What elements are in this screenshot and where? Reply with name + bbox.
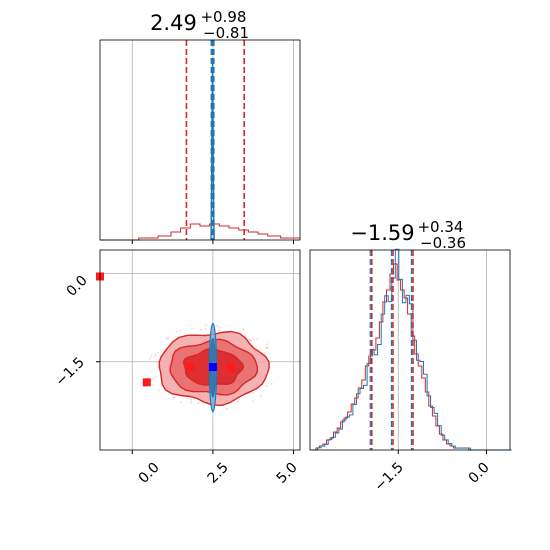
scatter-point — [165, 337, 168, 340]
scatter-point — [263, 352, 266, 355]
y-tick-label-0: 0.0 — [64, 273, 91, 300]
scatter-point — [265, 384, 268, 387]
marginal-blue-param2 — [314, 248, 512, 451]
param1-title-value: 2.49 — [150, 11, 197, 35]
param2-title-value: −1.59 — [350, 221, 414, 245]
scatter-point — [154, 376, 157, 378]
scatter-point — [179, 330, 182, 333]
scatter-point — [197, 402, 200, 405]
scatter-point — [191, 327, 193, 329]
scatter-point — [173, 396, 176, 399]
param1-title-minus: −0.81 — [203, 24, 249, 42]
scatter-point — [259, 394, 262, 397]
x-tick-label-0: 0.0 — [136, 460, 163, 487]
scatter-point — [167, 337, 170, 340]
scatter-point — [154, 355, 156, 358]
x2-tick-label-1: 0.0 — [466, 460, 493, 487]
scatter-point — [219, 326, 222, 329]
param2-title-minus: −0.36 — [420, 234, 466, 252]
red-marker-2 — [186, 362, 195, 371]
frame — [99, 249, 301, 451]
scatter-point — [152, 377, 155, 379]
marginal-param2-panel — [309, 248, 512, 454]
scatter-point — [204, 328, 207, 331]
param2-title: −1.59 +0.34 −0.36 — [350, 217, 468, 252]
param2-title-plus: +0.34 — [417, 218, 463, 236]
scatter-point — [150, 379, 153, 381]
scatter-point — [199, 328, 202, 331]
scatter-point — [242, 328, 245, 331]
scatter-point — [150, 355, 153, 358]
scatter-point — [203, 333, 206, 336]
frame — [309, 249, 511, 451]
x2-tick-label-0: −1.5 — [371, 459, 406, 494]
scatter-point — [226, 407, 229, 410]
frame — [99, 39, 301, 241]
scatter-point — [218, 329, 220, 331]
joint-panel — [96, 249, 301, 454]
scatter-point — [175, 331, 178, 333]
scatter-point — [179, 401, 182, 404]
scatter-point — [265, 347, 268, 350]
scatter-point — [237, 400, 240, 403]
plot-area — [310, 250, 510, 450]
scatter-point — [244, 334, 247, 337]
scatter-point — [190, 398, 193, 401]
scatter-point — [157, 351, 160, 354]
scatter-point — [190, 401, 193, 404]
red-marker-1 — [142, 378, 151, 387]
y-tick-label-1: −1.5 — [52, 354, 87, 389]
scatter-point — [270, 383, 273, 385]
blue-marker-0 — [208, 363, 217, 372]
scatter-point — [205, 323, 208, 326]
scatter-point — [266, 343, 269, 346]
scatter-point — [252, 338, 255, 341]
scatter-point — [250, 339, 253, 342]
scatter-point — [149, 357, 152, 360]
scatter-point — [158, 389, 160, 392]
red-marker-3 — [226, 363, 235, 372]
x-tick-label-1: 2.5 — [205, 460, 232, 487]
scatter-point — [248, 339, 251, 342]
plot-area — [100, 40, 300, 240]
param1-title: 2.49 +0.98 −0.81 — [150, 7, 251, 42]
scatter-point — [155, 354, 157, 356]
x-tick-label-2: 5.0 — [274, 460, 301, 487]
scatter-point — [256, 338, 259, 340]
scatter-point — [216, 325, 219, 328]
marginal-param1-panel — [99, 39, 301, 244]
param1-title-plus: +0.98 — [200, 8, 246, 26]
scatter-point — [252, 400, 254, 403]
scatter-point — [252, 392, 255, 394]
